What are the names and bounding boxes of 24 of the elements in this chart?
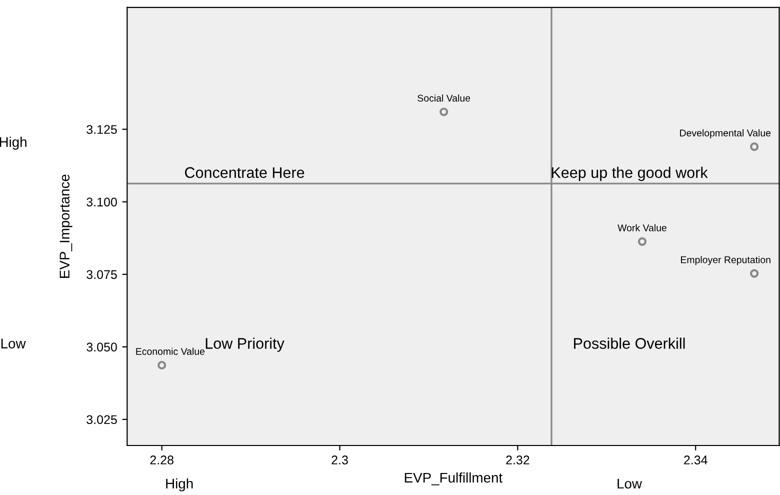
data-label: Work Value	[618, 224, 666, 232]
text: Low	[618, 478, 642, 489]
y-tick-label: 3.100	[86, 198, 117, 206]
annotation: Concentrate Here	[185, 167, 304, 178]
text: Low	[1, 338, 26, 348]
y-tick-label: 3.050	[86, 342, 117, 352]
data-label: Developmental Value	[680, 129, 771, 138]
x-axis-title: EVP_Fulfillment	[404, 472, 502, 486]
y-axis-title: EVP_Importance	[60, 174, 72, 278]
data-label: Employer Reputation	[680, 256, 770, 266]
x-tick-label: 2.28	[150, 456, 174, 464]
y-tick-label: 3.075	[86, 270, 117, 279]
x-tick-label: 2.32	[506, 456, 530, 464]
text: High	[0, 136, 26, 150]
annotation: Keep up the good work	[552, 166, 708, 182]
x-tick-label: 2.34	[684, 456, 708, 464]
y-tick-label: 3.025	[86, 415, 117, 424]
y-tick-label: 3.125	[86, 125, 117, 134]
text: High	[166, 478, 193, 492]
annotation: Possible Overkill	[574, 338, 685, 349]
data-label: Social Value	[418, 94, 470, 102]
annotation: Low Priority	[206, 338, 284, 352]
data-label: Economic Value	[136, 348, 205, 355]
x-tick-label: 2.3	[332, 456, 348, 464]
